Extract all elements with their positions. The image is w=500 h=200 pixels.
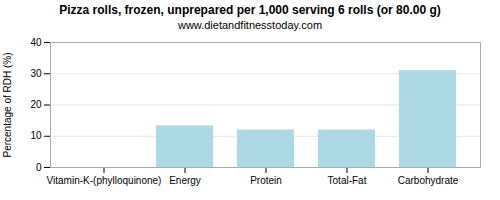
svg-text:0: 0 xyxy=(36,162,42,173)
svg-text:20: 20 xyxy=(30,99,42,110)
svg-text:Carbohydrate: Carbohydrate xyxy=(398,175,459,186)
svg-text:Vitamin-K-(phylloquinone): Vitamin-K-(phylloquinone) xyxy=(47,175,162,186)
svg-text:Protein: Protein xyxy=(250,175,282,186)
svg-text:Energy: Energy xyxy=(169,175,201,186)
svg-text:30: 30 xyxy=(30,68,42,79)
svg-text:10: 10 xyxy=(30,130,42,141)
html-text:Pizza rolls, frozen, unprepare: Pizza rolls, frozen, unprepared per 1,00… xyxy=(59,3,441,17)
html-text:www.dietandfitnesstoday.com: www.dietandfitnesstoday.com xyxy=(178,19,322,31)
svg-text:40: 40 xyxy=(30,37,42,48)
svg-text:Total-Fat: Total-Fat xyxy=(328,175,367,186)
svg-text:Percentage of RDH (%): Percentage of RDH (%) xyxy=(2,52,13,157)
